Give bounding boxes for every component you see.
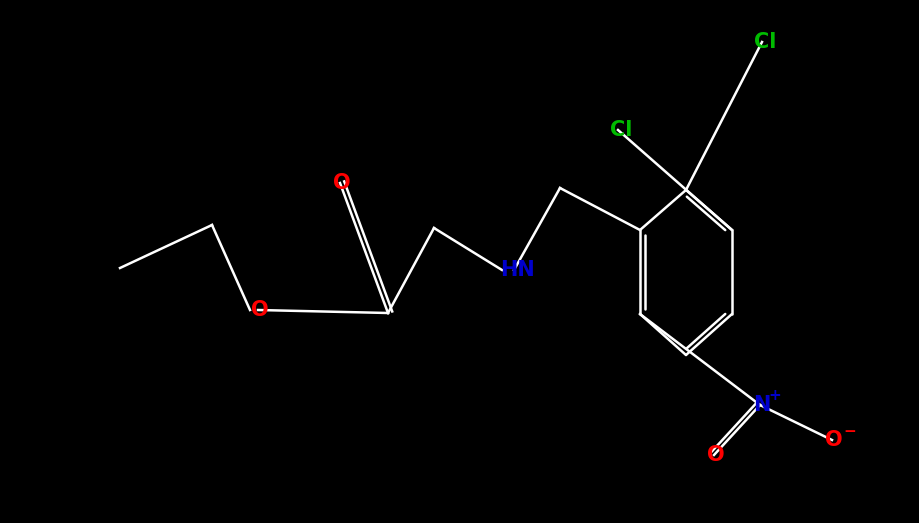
Text: Cl: Cl	[754, 32, 777, 52]
Text: N: N	[754, 395, 771, 415]
Bar	[704, 444, 728, 466]
Bar	[330, 172, 354, 194]
Bar	[748, 394, 776, 416]
Text: −: −	[844, 425, 857, 439]
Bar	[500, 259, 536, 281]
Text: O: O	[825, 430, 843, 450]
Bar	[821, 429, 855, 451]
Text: O: O	[251, 300, 269, 320]
Text: HN: HN	[501, 260, 536, 280]
Text: Cl: Cl	[610, 120, 632, 140]
Text: O: O	[708, 445, 725, 465]
Bar	[603, 119, 639, 141]
Bar	[747, 31, 783, 53]
Text: O: O	[334, 173, 351, 193]
Bar	[248, 299, 272, 321]
Text: +: +	[768, 388, 781, 403]
